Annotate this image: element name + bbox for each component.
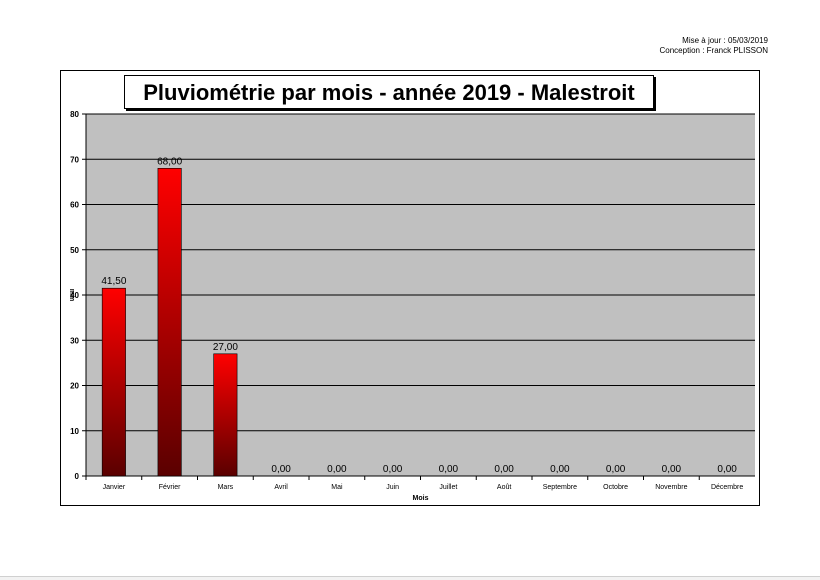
value-label: 0,00 <box>717 464 737 475</box>
x-tick-label: Janvier <box>103 484 126 491</box>
x-tick-label: Septembre <box>543 484 577 491</box>
chart-title: Pluviométrie par mois - année 2019 - Mal… <box>124 75 654 109</box>
author-credit: Conception : Franck PLISSON <box>659 46 769 55</box>
x-tick-label: Novembre <box>655 484 687 491</box>
y-tick-label: 60 <box>70 201 79 210</box>
y-tick-label: 40 <box>70 291 79 300</box>
y-tick-label: 70 <box>70 155 79 164</box>
x-tick-label: Octobre <box>603 484 628 491</box>
y-tick-label: 20 <box>70 382 79 391</box>
bar-2 <box>213 353 238 477</box>
value-label: 0,00 <box>550 464 570 475</box>
value-label: 0,00 <box>439 464 459 475</box>
y-tick-label: 50 <box>70 246 79 255</box>
value-label: 27,00 <box>213 342 238 353</box>
value-label: 0,00 <box>494 464 514 475</box>
value-label: 0,00 <box>662 464 682 475</box>
x-axis-label: Mois <box>413 495 429 502</box>
x-tick-label: Mars <box>218 484 234 491</box>
x-tick-label: Mai <box>331 484 343 491</box>
report-meta: Mise à jour : 05/03/2019 Conception : Fr… <box>660 36 769 56</box>
y-tick-label: 0 <box>75 472 80 481</box>
value-label: 41,50 <box>101 276 126 287</box>
bar-0 <box>101 287 126 477</box>
x-tick-label: Juin <box>386 484 399 491</box>
x-tick-label: Août <box>497 484 511 491</box>
y-axis-label: mm <box>68 289 75 301</box>
bar-1 <box>157 168 182 477</box>
x-tick-label: Décembre <box>711 484 743 491</box>
y-tick-label: 30 <box>70 336 79 345</box>
value-label: 0,00 <box>327 464 347 475</box>
x-tick-label: Juillet <box>439 484 457 491</box>
y-tick-label: 10 <box>70 427 79 436</box>
value-label: 0,00 <box>606 464 626 475</box>
y-tick-label: 80 <box>70 110 79 119</box>
value-label: 0,00 <box>383 464 403 475</box>
value-label: 68,00 <box>157 156 182 167</box>
value-label: 0,00 <box>271 464 291 475</box>
x-tick-label: Avril <box>274 484 288 491</box>
update-date: Mise à jour : 05/03/2019 <box>682 36 768 45</box>
x-tick-label: Février <box>159 484 181 491</box>
